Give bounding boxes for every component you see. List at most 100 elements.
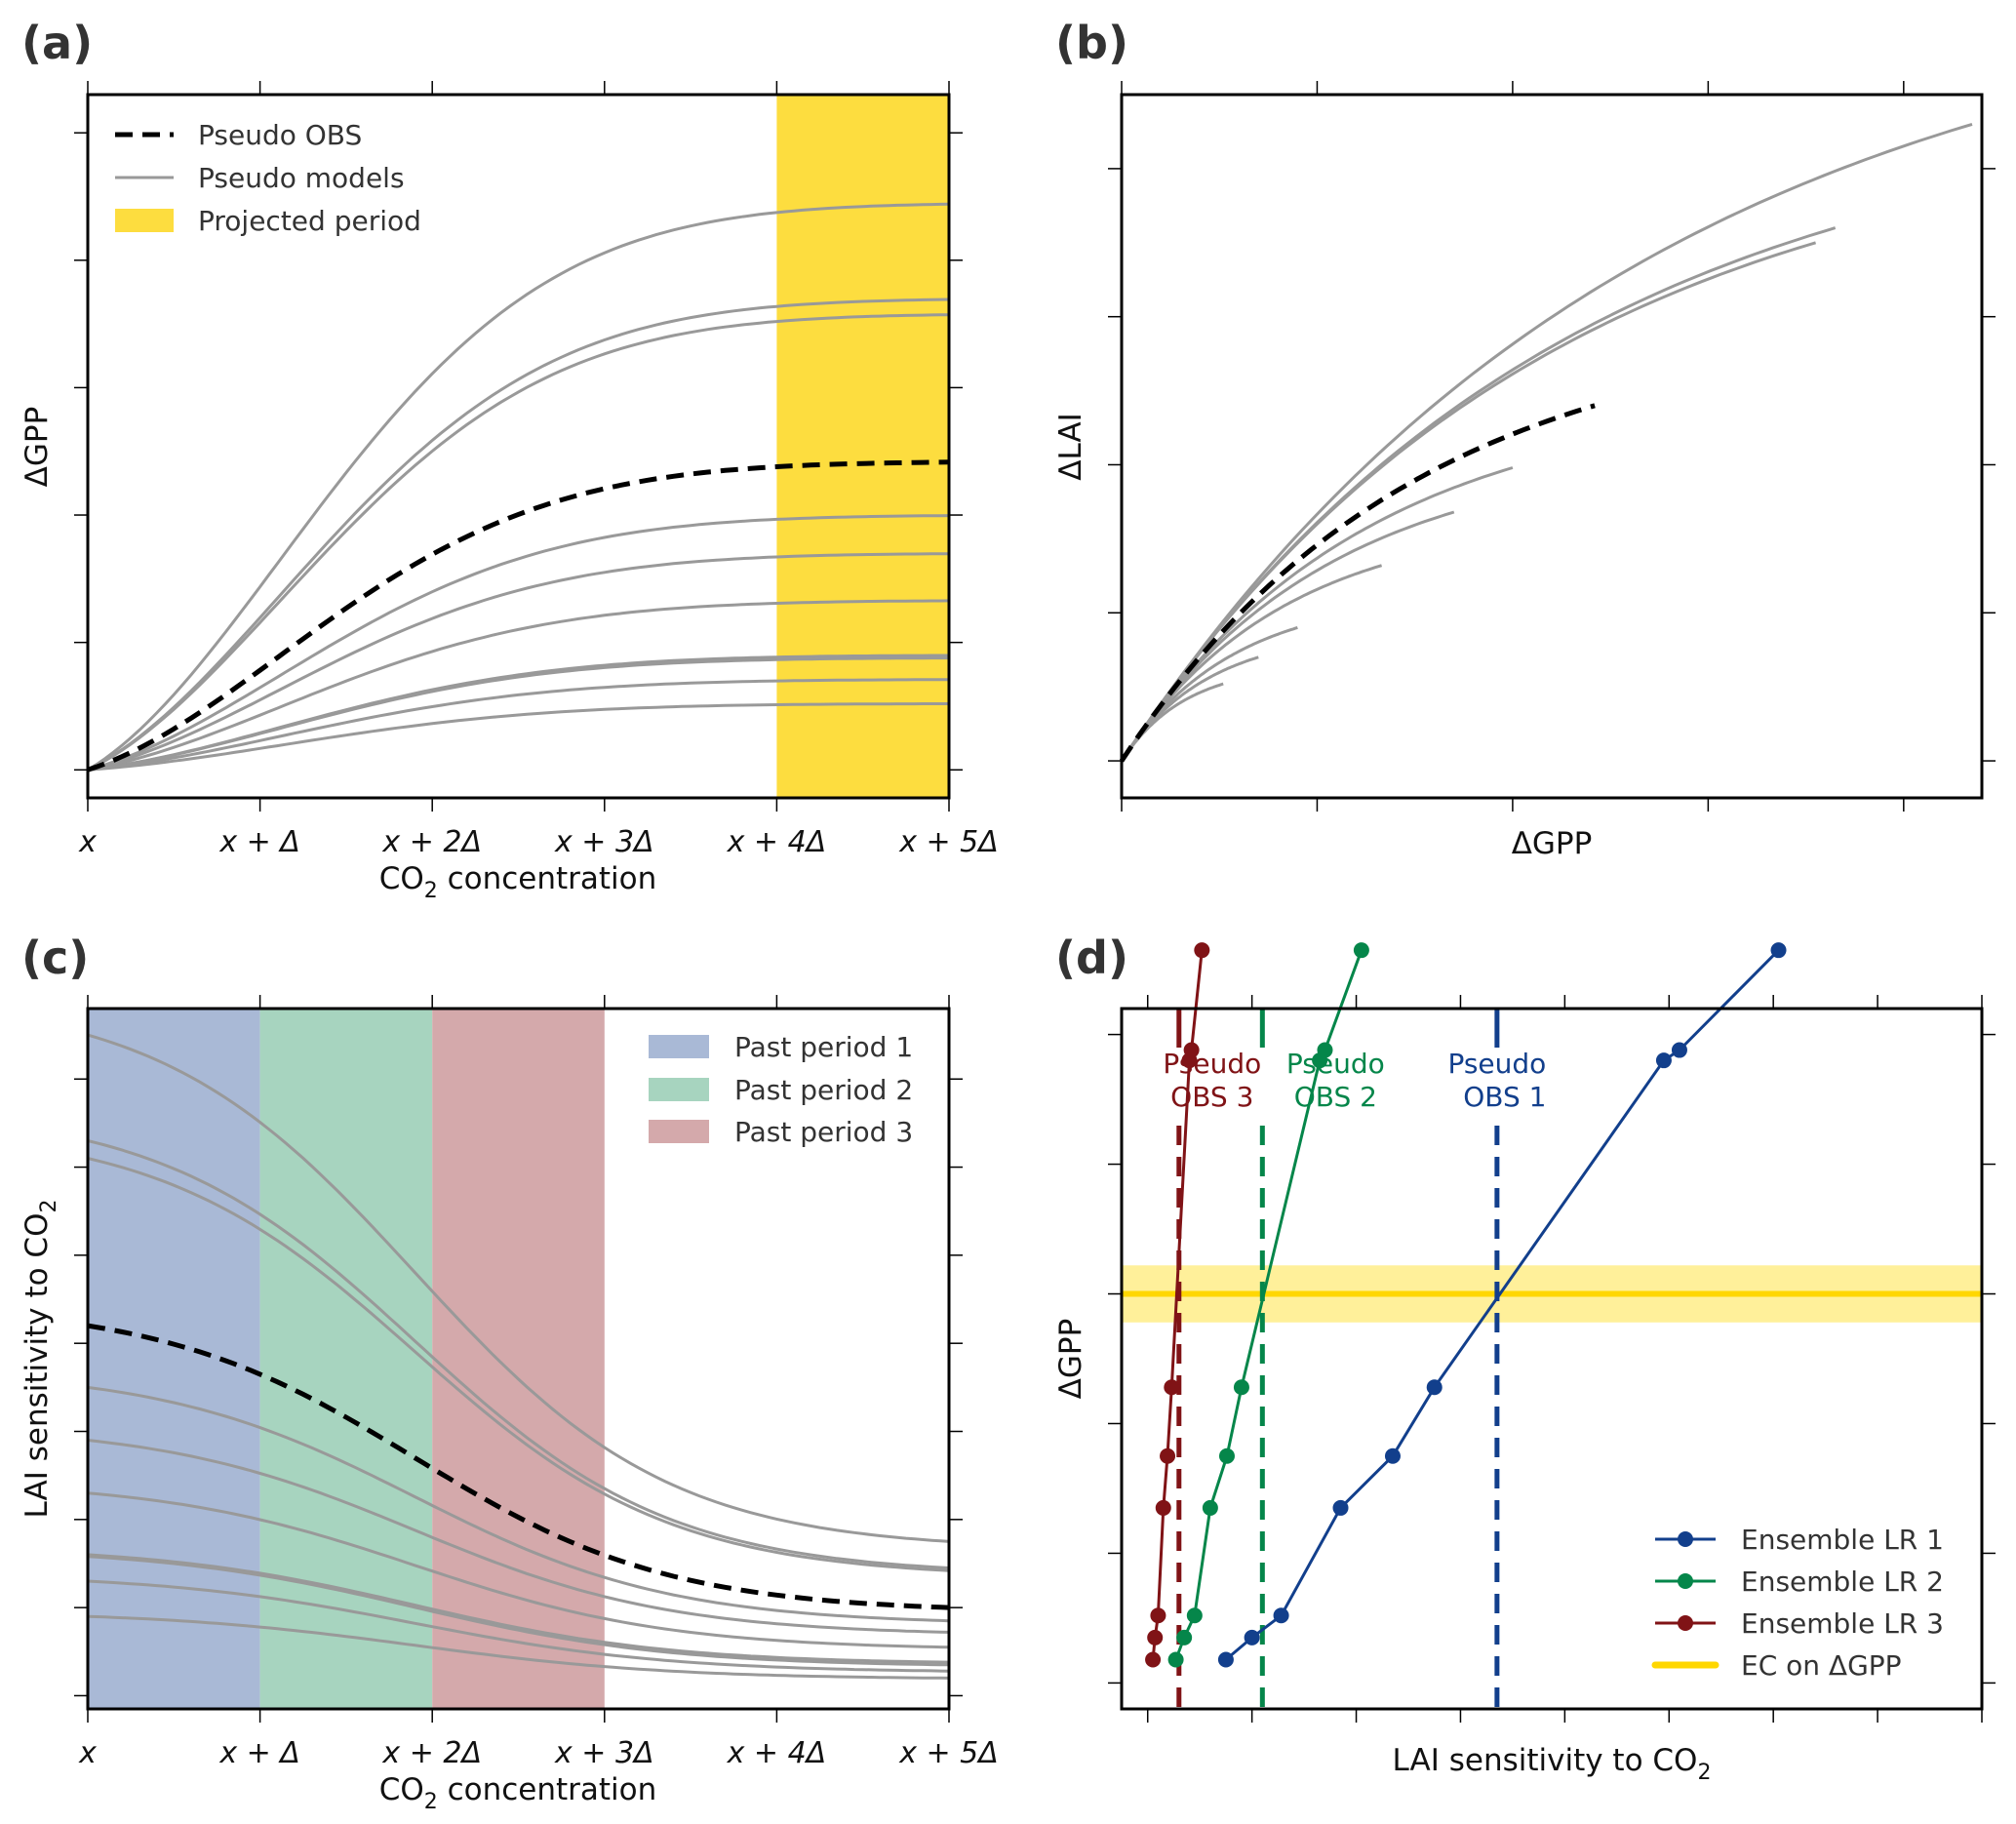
c-frame [86,1007,951,1711]
ylabel-c: LAI sensitivity to CO2 [20,1200,61,1519]
pseudo-model-line [87,202,950,772]
ensemble-point [1244,1629,1260,1646]
ensemble-point [1164,1379,1180,1396]
xlabel-c: CO2 concentration [379,1772,657,1814]
legend-label: Past period 3 [734,1116,913,1148]
ensemble-point [1770,942,1787,959]
pseudo-model-line [87,678,949,772]
ensemble-point [1145,1651,1162,1668]
x-tick-label: x + 4Δ [727,1736,827,1770]
pseudo-obs-label: OBS 2 [1294,1081,1377,1113]
xlabel-b: ΔGPP [1512,826,1593,861]
pseudo-obs-label: Pseudo [1447,1048,1546,1080]
pseudo-model-line [87,1385,950,1623]
pseudo-model-line [87,1157,950,1572]
ensemble-point [1353,942,1369,959]
legend-label: Past period 1 [734,1031,913,1063]
ylabel-b: ΔLAI [1053,413,1088,481]
panel-label-a: (a) [21,17,93,69]
pseudo-model-line [87,1579,950,1673]
panel-label-b: (b) [1055,17,1128,69]
pseudo-model-line [87,1491,950,1649]
pseudo-obs-line [1119,403,1596,763]
xlabel-a: CO2 concentration [379,861,657,903]
pseudo-model-line [1120,226,1837,762]
legend-ensemble-marker [1678,1573,1693,1589]
legend-label: EC on ΔGPP [1741,1649,1902,1682]
xlabel-d: LAI sensitivity to CO2 [1393,1743,1712,1785]
legend-label: Pseudo OBS [198,119,362,151]
x-tick-label: x + Δ [218,1736,300,1770]
legend-past-period-swatch [649,1035,709,1058]
legend-label: Ensemble LR 1 [1741,1524,1944,1556]
b-frame [1120,93,1984,800]
ensemble-point [1186,1607,1203,1624]
pseudo-model-line [1120,241,1817,762]
x-tick-label: x + 5Δ [898,1736,999,1770]
past-period-band [432,1009,605,1709]
pseudo-model-line [87,599,950,772]
ensemble-point [1655,1052,1672,1069]
x-tick-label: x + 3Δ [554,825,654,859]
pseudo-model-line [87,514,950,772]
pseudo-model-line [87,313,950,772]
pseudo-obs-label: OBS 1 [1463,1081,1546,1113]
pseudo-model-line [87,552,949,772]
x-tick-label: x + 2Δ [381,825,482,859]
x-tick-label: x + 4Δ [727,825,827,859]
pseudo-model-line [1120,466,1514,762]
past-period-band [88,1009,260,1709]
legend-past-period-swatch [649,1078,709,1101]
ensemble-point [1384,1447,1401,1464]
ensemble-point [1218,1447,1235,1464]
pseudo-model-line [1120,564,1383,762]
legend-label: Pseudo models [198,162,405,194]
panel-a: x x + Δ x + 2Δ x + 3Δ x + 4Δ x + 5Δ Pseudo OBS… [74,81,999,859]
legend-ensemble-marker [1678,1531,1693,1547]
legend-label: Ensemble LR 3 [1741,1607,1944,1640]
pseudo-model-line [87,656,949,772]
pseudo-model-line [87,702,949,772]
x-tick-label: x + 2Δ [381,1736,482,1770]
ensemble-point [1147,1629,1164,1646]
ensemble-point [1183,1042,1200,1058]
pseudo-obs-label: OBS 3 [1170,1081,1253,1113]
ensemble-point [1160,1447,1176,1464]
ylabel-a: ΔGPP [20,407,55,488]
pseudo-model-line [87,1139,950,1569]
panel-c: x x + Δ x + 2Δ x + 3Δ x + 4Δ x + 5Δ Past perio… [74,995,999,1770]
projected-period-band [776,95,949,798]
pseudo-obs-line [87,1323,950,1610]
ensemble-point [1150,1607,1166,1624]
legend-label: Ensemble LR 2 [1741,1566,1944,1598]
ensemble-point [1426,1379,1443,1396]
pseudo-model-line [87,1553,950,1664]
pseudo-obs-line [87,459,950,773]
x-tick-label: x [78,1736,97,1770]
ensemble-point [1217,1651,1234,1668]
legend-past-period-swatch [649,1120,709,1143]
pseudo-model-line [87,1033,950,1543]
ensemble-point [1202,1499,1218,1516]
legend-label: Projected period [198,205,421,237]
a-frame [86,93,951,800]
ensemble-point [1194,942,1210,959]
panel-label-d: (d) [1055,932,1128,984]
ensemble-point [1317,1042,1333,1058]
x-tick-label: x [78,825,97,859]
legend-projected-period-swatch [115,209,174,232]
panel-b [1108,81,1996,812]
pseudo-model-line [87,1614,950,1680]
x-tick-label: x + 5Δ [898,825,999,859]
ensemble-point [1273,1607,1289,1624]
pseudo-obs-label: Pseudo [1163,1048,1261,1080]
ensemble-point [1155,1499,1171,1516]
ensemble-point [1233,1379,1249,1396]
ensemble-point [1671,1042,1687,1058]
legend-ensemble-marker [1678,1615,1693,1631]
pseudo-obs-label: Pseudo [1286,1048,1385,1080]
legend-label: Past period 2 [734,1074,913,1106]
ensemble-point [1176,1629,1193,1646]
pseudo-model-line [87,1555,950,1667]
